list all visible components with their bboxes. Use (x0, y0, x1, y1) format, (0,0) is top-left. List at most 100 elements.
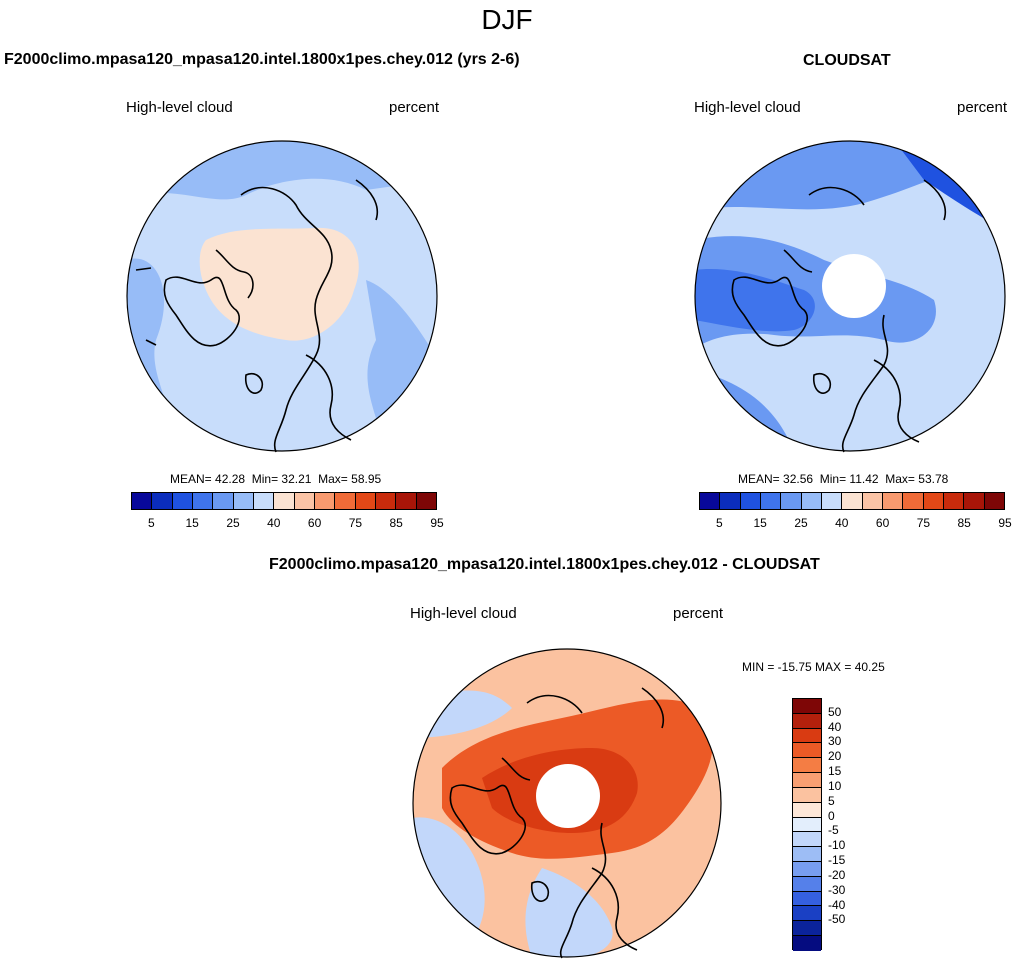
colorbar-tick-label: 25 (794, 516, 808, 530)
obs-dark-west (695, 269, 815, 332)
colorbar-swatch (396, 493, 417, 509)
colorbar-swatch (821, 493, 843, 509)
model-colorbar (131, 492, 437, 510)
model-variable-label: High-level cloud (126, 99, 233, 116)
colorbar-swatch (793, 921, 821, 936)
colorbar-swatch (416, 493, 436, 509)
colorbar-swatch (793, 876, 821, 892)
colorbar-tick-label: 15 (185, 516, 199, 530)
colorbar-swatch (793, 758, 821, 774)
obs-colorbar (699, 492, 1005, 510)
colorbar-swatch (793, 832, 821, 848)
colorbar-tick-label: 5 (828, 793, 835, 808)
colorbar-swatch (793, 847, 821, 862)
colorbar-swatch (984, 493, 1004, 509)
obs-variable-label: High-level cloud (694, 99, 801, 116)
colorbar-tick-label: 0 (828, 808, 835, 823)
colorbar-tick-label: 95 (998, 516, 1012, 530)
colorbar-tick-label: 40 (828, 719, 842, 734)
diff-min-max: MIN = -15.75 MAX = 40.25 (742, 660, 885, 674)
obs-stats: MEAN= 32.56 Min= 11.42 Max= 53.78 (738, 472, 949, 486)
colorbar-swatch (964, 493, 985, 509)
colorbar-swatch (213, 493, 234, 509)
colorbar-tick-label: 75 (348, 516, 363, 530)
diff-coastlines (449, 687, 664, 959)
colorbar-tick-label: 50 (828, 704, 842, 719)
colorbar-swatch (152, 493, 173, 509)
colorbar-swatch (793, 728, 821, 744)
colorbar-swatch (793, 743, 821, 759)
main-title: DJF (481, 4, 533, 35)
model-coastlines (135, 179, 378, 453)
colorbar-tick-label: -50 (828, 912, 846, 927)
colorbar-tick-label: 25 (226, 516, 240, 530)
colorbar-swatch (793, 787, 821, 803)
colorbar-swatch (793, 699, 821, 714)
colorbar-tick-label: 60 (875, 516, 890, 530)
colorbar-swatch (700, 493, 721, 509)
colorbar-swatch (740, 493, 761, 509)
colorbar-tick-label: 5 (148, 516, 155, 530)
diff-panel-title: F2000climo.mpasa120_mpasa120.intel.1800x… (269, 556, 820, 573)
colorbar-tick-label: 30 (828, 734, 842, 749)
colorbar-swatch (172, 493, 193, 509)
colorbar-tick-label: -5 (828, 823, 839, 838)
colorbar-swatch (793, 906, 821, 922)
colorbar-swatch (335, 493, 356, 509)
model-polar-map (126, 140, 438, 453)
colorbar-tick-label: 85 (957, 516, 971, 530)
colorbar-swatch (903, 493, 924, 509)
model-high-cloud-core (199, 227, 359, 341)
colorbar-swatch (781, 493, 802, 509)
colorbar-swatch (801, 493, 822, 509)
colorbar-swatch (355, 493, 376, 509)
colorbar-swatch (793, 817, 821, 833)
colorbar-tick-label: 40 (267, 516, 281, 530)
diff-blue-south (525, 868, 613, 957)
colorbar-tick-label: -20 (828, 867, 846, 882)
colorbar-swatch (375, 493, 397, 509)
colorbar-tick-label: 40 (835, 516, 849, 530)
obs-missing-pole (822, 254, 886, 318)
obs-units-label: percent (957, 99, 1008, 116)
colorbar-tick-label: -15 (828, 853, 846, 868)
colorbar-swatch (793, 936, 821, 951)
colorbar-tick-label: 5 (716, 516, 723, 530)
diff-polar-map (412, 648, 722, 959)
colorbar-swatch (923, 493, 944, 509)
obs-polar-map (694, 140, 1006, 453)
colorbar-tick-label: 20 (828, 749, 842, 764)
colorbar-swatch (793, 713, 821, 729)
colorbar-tick-label: 60 (307, 516, 322, 530)
obs-panel-title: CLOUDSAT (803, 52, 891, 69)
colorbar-tick-label: 95 (430, 516, 444, 530)
obs-coastlines (731, 179, 946, 453)
model-units-label: percent (389, 99, 440, 116)
model-panel-title: F2000climo.mpasa120_mpasa120.intel.1800x… (4, 51, 520, 68)
model-stats: MEAN= 42.28 Min= 32.21 Max= 58.95 (170, 472, 382, 486)
colorbar-tick-label: -40 (828, 897, 846, 912)
colorbar-swatch (294, 493, 315, 509)
colorbar-swatch (314, 493, 336, 509)
colorbar-swatch (233, 493, 254, 509)
colorbar-swatch (192, 493, 214, 509)
colorbar-swatch (760, 493, 782, 509)
colorbar-swatch (274, 493, 295, 509)
colorbar-swatch (132, 493, 153, 509)
colorbar-tick-label: 75 (916, 516, 931, 530)
colorbar-swatch (842, 493, 863, 509)
colorbar-tick-label: 15 (828, 764, 842, 779)
colorbar-swatch (793, 891, 821, 907)
colorbar-swatch (793, 802, 821, 818)
colorbar-swatch (720, 493, 741, 509)
diff-variable-label: High-level cloud (410, 605, 517, 622)
diff-missing-pole (536, 764, 600, 828)
colorbar-swatch (793, 861, 821, 877)
colorbar-swatch (943, 493, 965, 509)
colorbar-swatch (793, 773, 821, 788)
colorbar-tick-label: 10 (828, 778, 842, 793)
colorbar-tick-label: 15 (753, 516, 767, 530)
colorbar-tick-label: -30 (828, 882, 846, 897)
colorbar-tick-label: -10 (828, 838, 846, 853)
diff-units-label: percent (673, 605, 724, 622)
